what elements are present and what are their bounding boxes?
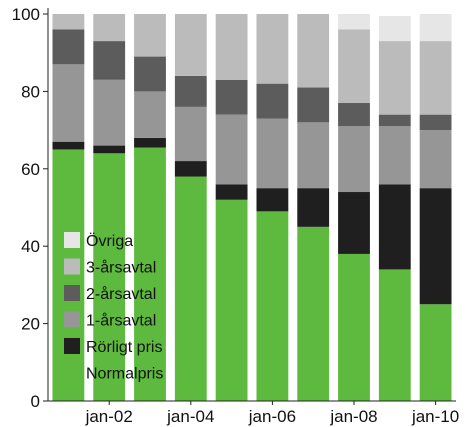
bar-segment-1-cat-10 — [419, 304, 452, 401]
legend-label: Rörligt pris — [86, 339, 162, 356]
y-ticks-layer: 0 20 40 60 80 100 — [12, 5, 48, 411]
bar-segment-3-cat-8 — [338, 126, 370, 193]
bar-segment-2-cat-5 — [215, 184, 248, 200]
bar-segment-6-cat-8 — [338, 14, 370, 30]
bar-segment-3-cat-2 — [93, 79, 126, 146]
axes-layer — [47, 8, 456, 402]
bar-segment-4-cat-2 — [93, 41, 126, 80]
bar-segment-2-cat-3 — [134, 137, 166, 148]
legend-label: 3-årsavtal — [86, 259, 156, 277]
bar-segment-5-cat-8 — [338, 29, 370, 104]
bars-layer — [52, 14, 452, 401]
bar-segment-1-cat-7 — [297, 226, 330, 401]
bar-segment-5-cat-10 — [419, 41, 452, 115]
bar-segment-1-cat-9 — [378, 269, 411, 401]
bar-segment-4-cat-1 — [52, 29, 85, 65]
bar-segment-5-cat-3 — [134, 14, 166, 57]
bar-segment-3-cat-9 — [378, 126, 411, 185]
y-tick-label: 40 — [21, 237, 40, 256]
bar-segment-2-cat-8 — [338, 192, 370, 254]
legend-swatch — [64, 285, 80, 301]
y-tick-label: 80 — [21, 82, 40, 101]
bar-segment-4-cat-4 — [174, 75, 207, 107]
legend-swatch — [64, 311, 80, 328]
y-tick-label: 0 — [31, 392, 40, 411]
bar-segment-1-cat-3 — [134, 147, 166, 401]
bar-segment-3-cat-5 — [215, 114, 248, 185]
legend-label: Övriga — [86, 232, 133, 250]
legend-swatch — [64, 232, 80, 248]
bar-segment-1-cat-8 — [338, 253, 370, 401]
bar-segment-2-cat-2 — [93, 145, 126, 154]
x-tick-label: jan-02 — [85, 407, 133, 426]
bar-segment-3-cat-4 — [174, 106, 207, 162]
bar-segment-6-cat-10 — [419, 14, 452, 42]
y-tick-label: 20 — [21, 315, 40, 334]
bar-segment-1-cat-5 — [215, 199, 248, 401]
bar-segment-1-cat-1 — [52, 149, 85, 401]
x-tick-label: jan-08 — [329, 407, 377, 426]
bar-segment-4-cat-8 — [338, 103, 370, 127]
bar-segment-2-cat-6 — [256, 188, 289, 212]
bar-segment-5-cat-5 — [215, 14, 248, 80]
legend-swatch — [64, 364, 80, 381]
bar-segment-1-cat-4 — [174, 176, 207, 401]
x-tick-label: jan-04 — [166, 407, 214, 426]
bar-segment-3-cat-3 — [134, 91, 166, 138]
bar-segment-3-cat-10 — [419, 130, 452, 189]
bar-segment-4-cat-5 — [215, 79, 248, 115]
legend-swatch — [64, 258, 80, 275]
bar-segment-2-cat-4 — [174, 161, 207, 177]
x-tick-label: jan-06 — [248, 407, 296, 426]
bar-segment-3-cat-1 — [52, 64, 85, 142]
y-tick-label: 60 — [21, 160, 40, 179]
bar-segment-5-cat-7 — [297, 14, 330, 88]
legend-label: 1-årsavtal — [86, 312, 156, 330]
bar-segment-5-cat-9 — [378, 41, 411, 115]
x-tick-label: jan-10 — [411, 407, 459, 426]
bar-segment-5-cat-1 — [52, 14, 85, 30]
bar-segment-4-cat-3 — [134, 56, 166, 92]
bar-segment-5-cat-6 — [256, 14, 289, 84]
bar-segment-6-cat-9 — [378, 15, 411, 42]
x-ticks-layer: jan-02 jan-04 jan-06 jan-08 jan-10 — [85, 401, 459, 426]
legend-label: 2-årsavtal — [86, 285, 156, 303]
y-tick-label: 100 — [12, 5, 40, 24]
bar-segment-3-cat-7 — [297, 122, 330, 189]
bar-segment-4-cat-10 — [419, 114, 452, 131]
legend-swatch — [64, 338, 80, 354]
bar-segment-2-cat-7 — [297, 188, 330, 227]
bar-segment-4-cat-9 — [378, 114, 411, 127]
bar-segment-2-cat-9 — [378, 184, 411, 270]
bar-segment-2-cat-1 — [52, 141, 85, 150]
bar-segment-2-cat-10 — [419, 188, 452, 305]
bar-segment-5-cat-2 — [93, 14, 126, 42]
bar-segment-1-cat-2 — [93, 153, 126, 401]
legend: Övriga 3-årsavtal 2-årsavtal 1-årsavtal Rörl… — [64, 232, 163, 383]
bar-segment-4-cat-7 — [297, 87, 330, 123]
bar-segment-5-cat-4 — [174, 14, 207, 76]
bar-segment-1-cat-6 — [256, 211, 289, 401]
legend-label: Normalpris — [86, 366, 163, 383]
bar-segment-4-cat-6 — [256, 83, 289, 119]
bar-segment-3-cat-6 — [256, 118, 289, 189]
